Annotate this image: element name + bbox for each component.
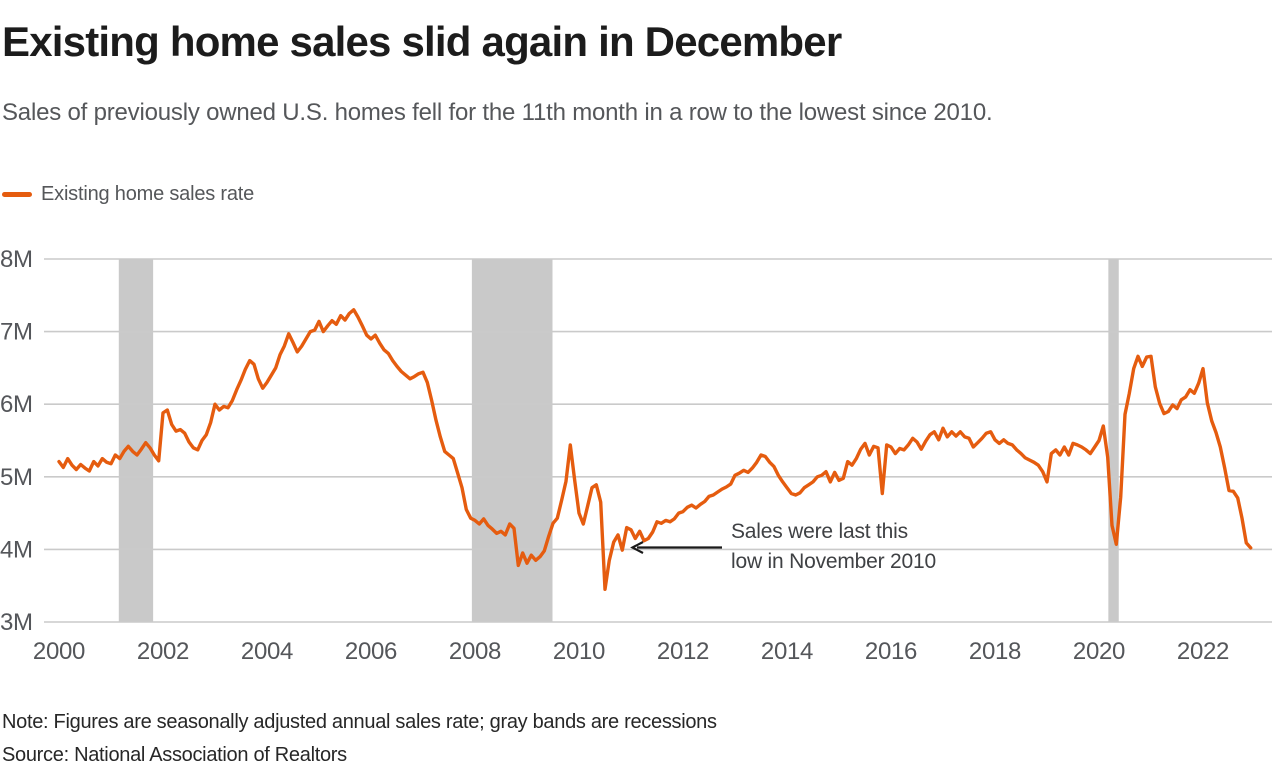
legend: Existing home sales rate [2, 182, 254, 206]
y-tick-label: 7M [0, 319, 33, 346]
y-tick-label: 8M [0, 246, 33, 273]
x-tick-label: 2016 [865, 638, 917, 665]
recession-band [118, 259, 154, 622]
x-tick-label: 2014 [761, 638, 813, 665]
page-title: Existing home sales slid again in Decemb… [2, 18, 842, 65]
annotation-line-1: Sales were last this [731, 520, 908, 543]
legend-line-swatch-icon [2, 191, 32, 197]
page-subtitle: Sales of previously owned U.S. homes fel… [2, 99, 993, 126]
x-tick-label: 2012 [657, 638, 709, 665]
y-tick-label: 6M [0, 391, 33, 418]
source-line: Source: National Association of Realtors [2, 744, 347, 766]
x-tick-label: 2006 [345, 638, 397, 665]
recession-band [1108, 259, 1119, 622]
footnote: Note: Figures are seasonally adjusted an… [2, 711, 717, 733]
annotation-line-2: low in November 2010 [731, 549, 936, 573]
x-tick-label: 2002 [137, 638, 189, 665]
x-tick-label: 2008 [449, 638, 501, 665]
chart-annotation: Sales were last this low in November 201… [731, 517, 936, 576]
x-tick-label: 2022 [1177, 638, 1229, 665]
recession-band [471, 259, 553, 622]
legend-label: Existing home sales rate [41, 182, 255, 205]
x-tick-label: 2020 [1073, 638, 1125, 665]
y-tick-label: 5M [0, 464, 33, 491]
y-tick-label: 3M [0, 609, 33, 636]
y-tick-label: 4M [0, 536, 33, 563]
x-tick-label: 2018 [969, 638, 1021, 665]
sales-rate-line [57, 308, 1253, 591]
x-tick-label: 2010 [553, 638, 605, 665]
annotation-arrowhead-icon [630, 541, 644, 554]
x-tick-label: 2004 [241, 638, 293, 665]
x-tick-label: 2000 [33, 638, 85, 665]
